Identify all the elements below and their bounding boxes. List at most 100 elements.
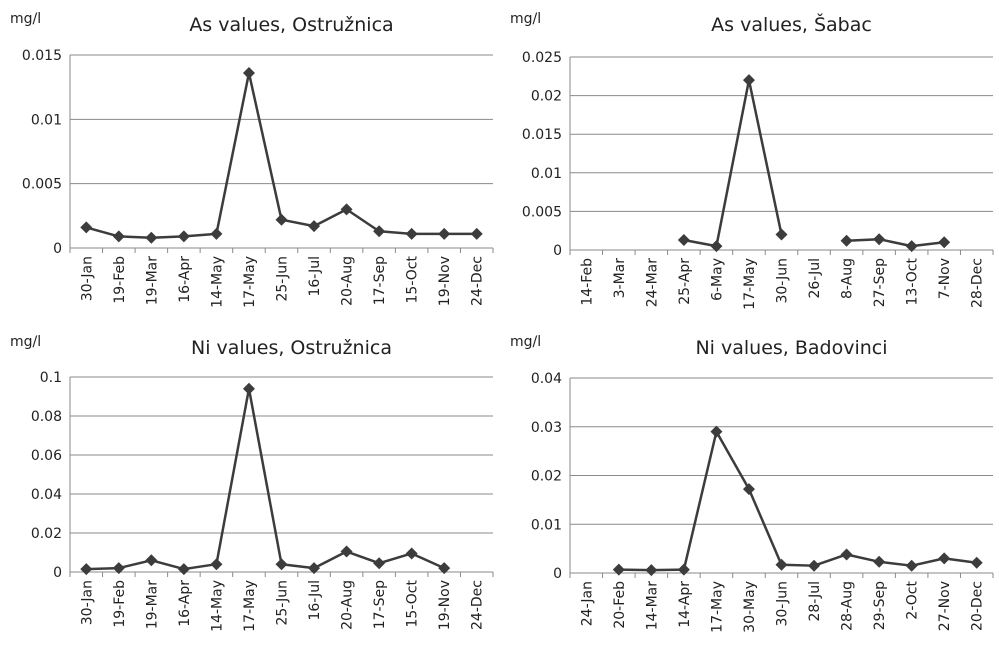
x-tick-label: 30-Jan	[79, 580, 95, 625]
x-tick-label: 20-Aug	[340, 580, 356, 630]
data-point-marker	[905, 240, 918, 253]
x-tick-label: 24-Jan	[579, 581, 595, 626]
x-tick-label: 29-Sep	[872, 581, 888, 630]
data-point-marker	[145, 231, 158, 244]
data-point-marker	[840, 548, 853, 561]
data-point-marker	[275, 558, 288, 571]
chart-svg-ni-ostruznica: mg/l Ni values, Ostružnica 0 0.02 0.04 0.06 0.…	[10, 334, 494, 632]
series-line-segment	[378, 552, 413, 565]
chart-title: As values, Ostružnica	[189, 14, 393, 36]
x-tick-label: 25-Jun	[275, 256, 291, 302]
chart-svg-ni-badovinci: mg/l Ni values, Badovinci 0 0.01 0.02 0.03 0.0…	[510, 334, 994, 633]
y-unit-label: mg/l	[510, 11, 541, 27]
data-point-marker	[710, 425, 723, 438]
x-tick-label: 17-May	[242, 256, 258, 308]
chart-title: Ni values, Badovinci	[695, 337, 887, 359]
x-tick-label: 14-Apr	[677, 581, 693, 628]
data-point-marker	[177, 230, 190, 243]
series-line-segment	[215, 72, 251, 235]
x-tick-label: 8-Aug	[840, 258, 856, 299]
chart-svg-as-sabac: mg/l As values, Šabac 0 0.005 0.01 0.015 0.02 0…	[510, 11, 994, 310]
y-tick-label: 0.04	[31, 487, 62, 503]
y-tick-label: 0.01	[531, 166, 562, 182]
series-line-segment	[747, 488, 783, 566]
series-line-segment	[683, 238, 717, 248]
data-point-marker	[112, 230, 125, 243]
x-tick-label: 14-Mar	[644, 581, 660, 631]
data-point-marker	[373, 225, 386, 238]
y-tick-label: 0.015	[22, 48, 62, 64]
x-tick-label: 27-Sep	[872, 258, 888, 307]
series-line-segment	[118, 559, 152, 570]
x-tick-label: 3-Mar	[612, 258, 628, 299]
series-line-segment	[151, 559, 185, 571]
series-line-segment	[878, 560, 912, 567]
data-point-marker	[775, 228, 788, 241]
x-tick-label: 20-Feb	[612, 581, 628, 629]
series-line-segment	[715, 79, 751, 247]
x-tick-label: 15-Oct	[405, 255, 421, 303]
series-line-segment	[313, 208, 348, 228]
x-tick-label: 25-Apr	[677, 258, 693, 305]
x-tick-label: 19-Mar	[144, 580, 160, 630]
x-tick-label: 19-Feb	[112, 256, 128, 304]
x-tick-label: 19-Nov	[437, 580, 453, 630]
x-tick-label: 24-Dec	[470, 256, 486, 306]
series-line-segment	[183, 562, 217, 571]
x-tick-label: 30-May	[742, 581, 758, 633]
x-tick-label: 14-May	[209, 580, 225, 632]
data-point-marker	[710, 240, 723, 253]
y-tick-label: 0.1	[40, 370, 62, 386]
x-tick-label: 17-Sep	[372, 256, 388, 305]
data-point-marker	[840, 234, 853, 247]
x-tick-label: 24-Mar	[644, 258, 660, 308]
series-line-segment	[346, 550, 380, 565]
x-tick-label: 19-Mar	[144, 256, 160, 306]
x-tick-label: 17-Sep	[372, 580, 388, 629]
chart-title: As values, Šabac	[711, 12, 872, 36]
x-tick-label: 30-Jun	[775, 258, 791, 304]
x-tick-label: 27-Nov	[937, 581, 953, 631]
x-tick-label: 16-Jul	[307, 256, 323, 297]
data-point-marker	[938, 236, 951, 249]
data-point-marker	[905, 559, 918, 572]
chart-panel-ni-badovinci: mg/l Ni values, Badovinci 0 0.01 0.02 0.03 0.0…	[500, 323, 999, 645]
chart-panel-as-sabac: mg/l As values, Šabac 0 0.005 0.01 0.015 0.02 0…	[500, 0, 999, 322]
data-point-marker	[873, 233, 886, 246]
x-tick-label: 20-Aug	[340, 256, 356, 306]
x-tick-label: 15-Oct	[405, 579, 421, 627]
series-line-segment	[878, 237, 912, 248]
x-tick-label: 25-Jun	[275, 580, 291, 626]
y-unit-label: mg/l	[10, 11, 41, 27]
series-line-segment	[813, 553, 847, 567]
x-tick-label: 6-May	[709, 258, 725, 301]
series-line-segment	[911, 241, 945, 248]
x-tick-label: 2-Oct	[905, 580, 921, 619]
series-line-segment	[281, 218, 315, 228]
data-point-marker	[308, 562, 321, 575]
x-tick-label: 16-Apr	[177, 580, 193, 627]
data-point-marker	[742, 74, 755, 87]
data-point-marker	[275, 213, 288, 226]
data-point-marker	[438, 562, 451, 575]
series-line-segment	[85, 226, 120, 238]
x-tick-label: 17-May	[709, 581, 725, 633]
series-line-segment	[281, 562, 315, 570]
y-unit-label: mg/l	[10, 334, 41, 350]
data-point-marker	[405, 547, 418, 560]
y-tick-label: 0.06	[31, 448, 62, 464]
y-tick-label: 0.005	[22, 177, 62, 193]
data-point-marker	[308, 220, 321, 233]
series-line-segment	[846, 553, 880, 564]
data-point-marker	[210, 227, 223, 240]
x-tick-label: 14-May	[209, 256, 225, 308]
x-tick-label: 20-Dec	[970, 581, 986, 631]
series-line-segment	[345, 208, 380, 233]
y-tick-label: 0.02	[531, 89, 562, 105]
data-point-marker	[677, 233, 690, 246]
x-tick-label: 16-Jul	[307, 580, 323, 621]
x-tick-label: 13-Oct	[905, 257, 921, 305]
y-tick-label: 0.005	[522, 204, 562, 220]
x-tick-label: 28-Aug	[840, 581, 856, 631]
y-tick-label: 0.04	[531, 371, 562, 387]
